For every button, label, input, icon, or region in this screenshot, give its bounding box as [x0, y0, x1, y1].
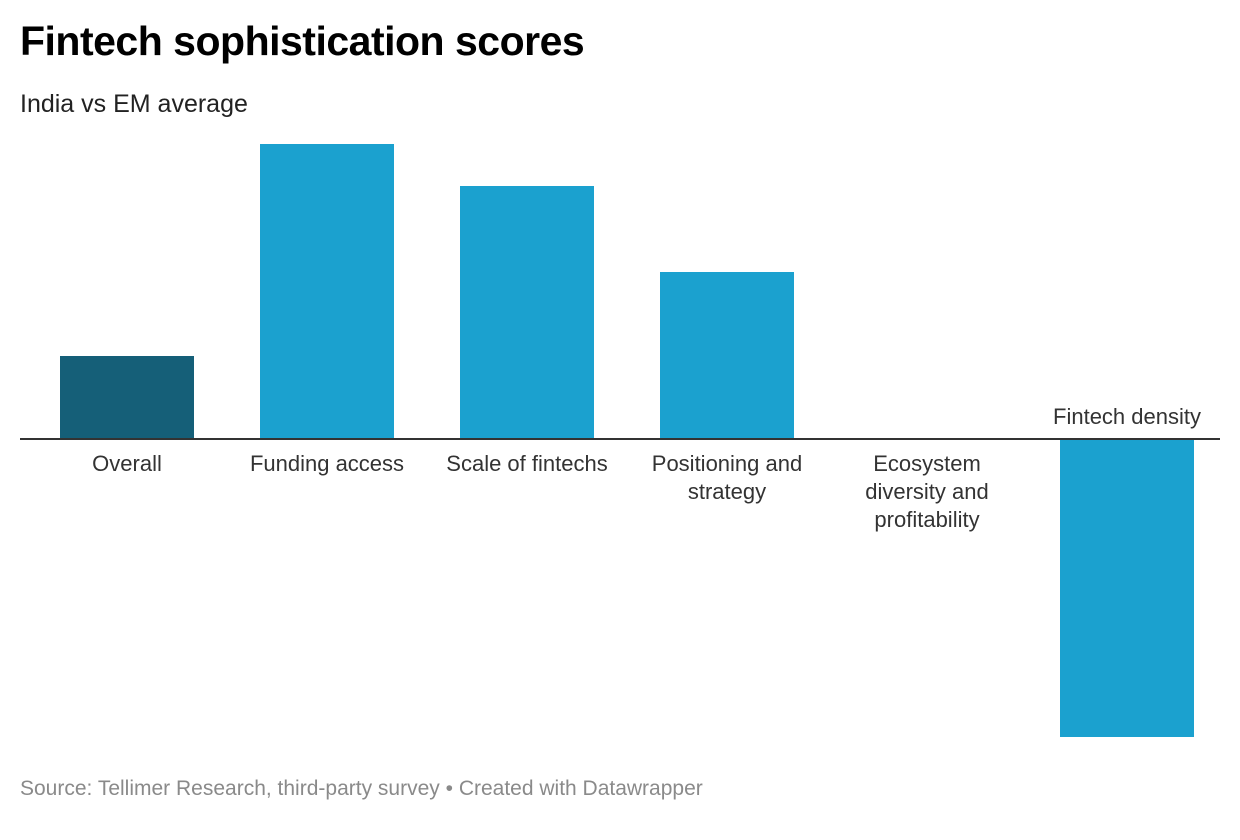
bar-positioning-and-strategy — [660, 272, 794, 439]
category-label-ecosystem-diversity-and-profitability: Ecosystem diversity and profitability — [865, 451, 989, 532]
bar-fintech-density — [1060, 439, 1194, 737]
category-label-fintech-density: Fintech density — [1053, 404, 1201, 429]
bars — [60, 144, 1194, 737]
chart-footer: Source: Tellimer Research, third-party s… — [20, 777, 703, 801]
bar-funding-access — [260, 144, 394, 439]
credit-note: Created with Datawrapper — [458, 777, 703, 800]
category-label-overall: Overall — [92, 451, 162, 476]
footer-separator: • — [445, 777, 453, 800]
chart-subtitle: India vs EM average — [20, 90, 248, 118]
category-label-funding-access: Funding access — [250, 451, 404, 476]
category-label-scale-of-fintechs: Scale of fintechs — [446, 451, 607, 476]
bar-overall — [60, 356, 194, 439]
category-label-positioning-and-strategy: Positioning and strategy — [652, 451, 802, 504]
chart-title: Fintech sophistication scores — [20, 18, 585, 64]
bar-scale-of-fintechs — [460, 186, 594, 439]
source-note: Source: Tellimer Research, third-party s… — [20, 777, 440, 800]
